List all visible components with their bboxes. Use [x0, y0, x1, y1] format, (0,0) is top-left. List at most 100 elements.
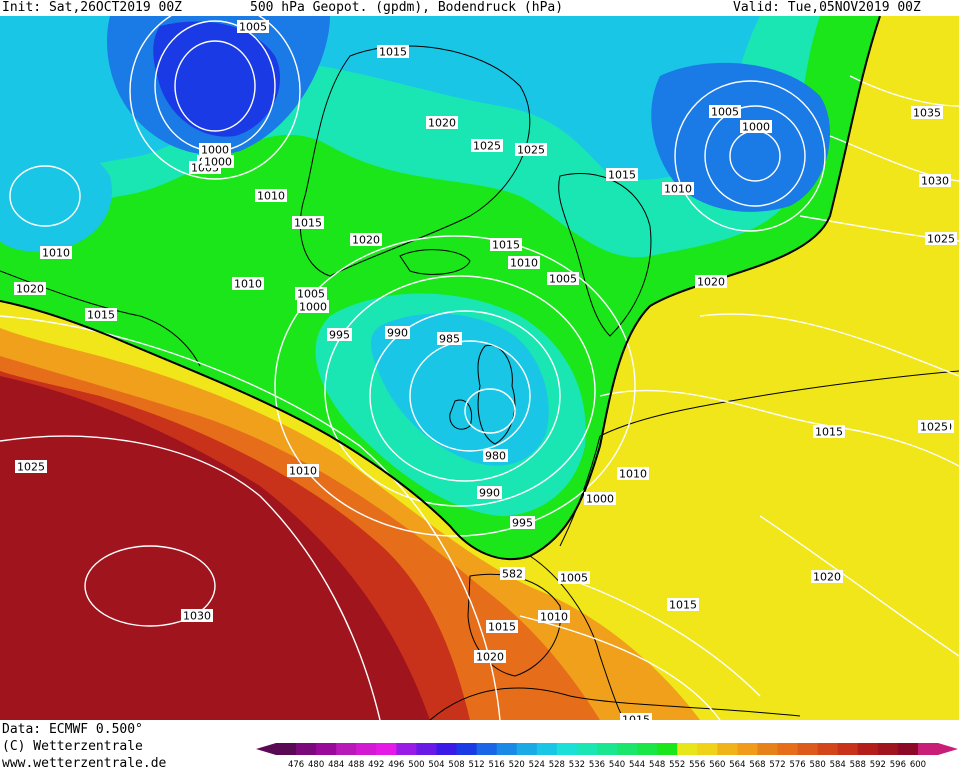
isobar-europe-1035 — [849, 75, 959, 107]
isobar-scand-ring-3 — [674, 80, 826, 232]
scale-tick-label: 544 — [629, 760, 645, 770]
greenland-coast — [299, 45, 531, 277]
uk-coast — [477, 344, 516, 445]
isobar-label-bg — [508, 256, 540, 269]
isobar-europe-1015 — [599, 389, 959, 467]
isobar-trough-ring-1 — [464, 388, 516, 434]
scale-tick-label: 596 — [890, 760, 906, 770]
isobar-label: 1025 — [473, 140, 501, 153]
website: www.wetterzentrale.de — [2, 756, 167, 771]
scale-swatch — [777, 743, 799, 755]
scale-swatch — [797, 743, 819, 755]
isobar-label: 1015 — [488, 621, 516, 634]
scale-swatch — [617, 743, 638, 755]
isobar-label: 1005 — [239, 21, 267, 34]
scale-swatch — [416, 743, 437, 755]
scale-swatch — [556, 743, 578, 755]
isobar-label-bg — [181, 609, 213, 622]
scale-tick-label: 528 — [549, 760, 565, 770]
isobar-label: 1005 — [549, 273, 577, 286]
scale-swatch — [817, 743, 839, 755]
isobar-label: 1035 — [913, 107, 941, 120]
scale-tick-label: 496 — [388, 760, 404, 770]
isobar-label-bg — [584, 492, 616, 505]
scale-tick-label: 524 — [529, 760, 545, 770]
isobar-label: 1015 — [608, 169, 636, 182]
isobar-label: 1010 — [540, 611, 568, 624]
scale-swatch — [536, 743, 558, 755]
ireland-coast — [449, 399, 473, 430]
isobar-label-bg — [695, 275, 727, 288]
isobar-label-bg — [255, 189, 287, 202]
isobar-label-bg — [14, 282, 46, 295]
isobar-label-bg — [471, 139, 503, 152]
isobar-label-bg — [292, 216, 324, 229]
scale-tick-label: 576 — [789, 760, 805, 770]
scale-tick-label: 488 — [348, 760, 364, 770]
scale-tick-label: 492 — [368, 760, 384, 770]
scandinavia-coast — [558, 172, 652, 337]
scale-tick-label: 548 — [649, 760, 665, 770]
field-deep-blue-low — [153, 21, 281, 137]
isobar-label: 1010 — [510, 257, 538, 270]
scale-swatch — [897, 743, 919, 755]
scale-arrow-right — [938, 743, 958, 755]
isobar-label-bg — [558, 571, 590, 584]
scale-tick-label: 600 — [910, 760, 926, 770]
scale-tick-label: 572 — [769, 760, 785, 770]
isobar-label: 990 — [479, 487, 500, 500]
isobars — [0, 16, 959, 720]
isobar-label-bg — [287, 464, 319, 477]
isobar-label: 1020 — [428, 117, 456, 130]
scale-swatch — [717, 743, 738, 755]
scale-swatch — [456, 743, 478, 755]
scale-swatch — [276, 743, 297, 755]
init-time: Init: Sat,26OCT2019 00Z — [2, 0, 183, 15]
isobar-label-bg — [662, 182, 694, 195]
isobar-label-bg — [474, 650, 506, 663]
scale-tick-label: 500 — [408, 760, 424, 770]
scale-swatch — [596, 743, 618, 755]
isobar-label: 1020 — [813, 571, 841, 584]
isobar-label-bg — [85, 308, 117, 321]
scale-tick-label: 512 — [468, 760, 484, 770]
valid-time: Valid: Tue,05NOV2019 00Z — [733, 0, 921, 15]
isobar-label-bg — [510, 516, 535, 529]
isobar-label-bg — [911, 106, 943, 119]
isobar-label: 1015 — [815, 426, 843, 439]
isobar-label: 1010 — [289, 465, 317, 478]
isobar-med-1010 — [559, 575, 761, 697]
isobar-label: 1000 — [299, 301, 327, 314]
isobar-label-bg — [486, 620, 518, 633]
scale-swatch — [677, 743, 698, 755]
isobar-label-bg — [232, 277, 264, 290]
scale-arrow-left — [256, 743, 276, 755]
isobar-trough-ring-3 — [369, 310, 561, 482]
isobar-label: 985 — [439, 333, 460, 346]
isobar-label: 1015 — [492, 239, 520, 252]
isobar-label-bg — [199, 143, 231, 156]
isobar-label-bg — [918, 420, 950, 433]
scale-swatch — [336, 743, 357, 755]
copyright: (C) Wetterzentrale — [2, 739, 143, 754]
isobar-label-bg — [547, 272, 579, 285]
isobar-label: 1000 — [586, 493, 614, 506]
isobar-low-ring-3 — [129, 16, 301, 180]
scale-swatch — [516, 743, 538, 755]
weather-map: 1005 1015 1000 995 1005 1020 1025 1025 1010 1015 1… — [0, 16, 959, 720]
scale-swatch — [576, 743, 598, 755]
scale-swatch — [857, 743, 879, 755]
isobar-med-1020 — [759, 515, 959, 657]
isobar-label: 1000 — [204, 156, 232, 169]
scale-swatch — [436, 743, 458, 755]
data-source: Data: ECMWF 0.500° — [2, 722, 143, 737]
scale-swatch — [396, 743, 417, 755]
isobar-label: 1000 — [742, 121, 770, 134]
isobar-label: 1025 — [927, 233, 955, 246]
isobar-label-bg — [740, 120, 772, 133]
isobar-label: 1025 — [517, 144, 545, 157]
isobar-trough-ring-5 — [274, 235, 636, 537]
scale-tick-label: 540 — [609, 760, 625, 770]
africa-coast — [429, 687, 801, 720]
color-scale: 476 480 484 488 492 496 500 504 508 512 516 520 524 5… — [256, 743, 958, 770]
